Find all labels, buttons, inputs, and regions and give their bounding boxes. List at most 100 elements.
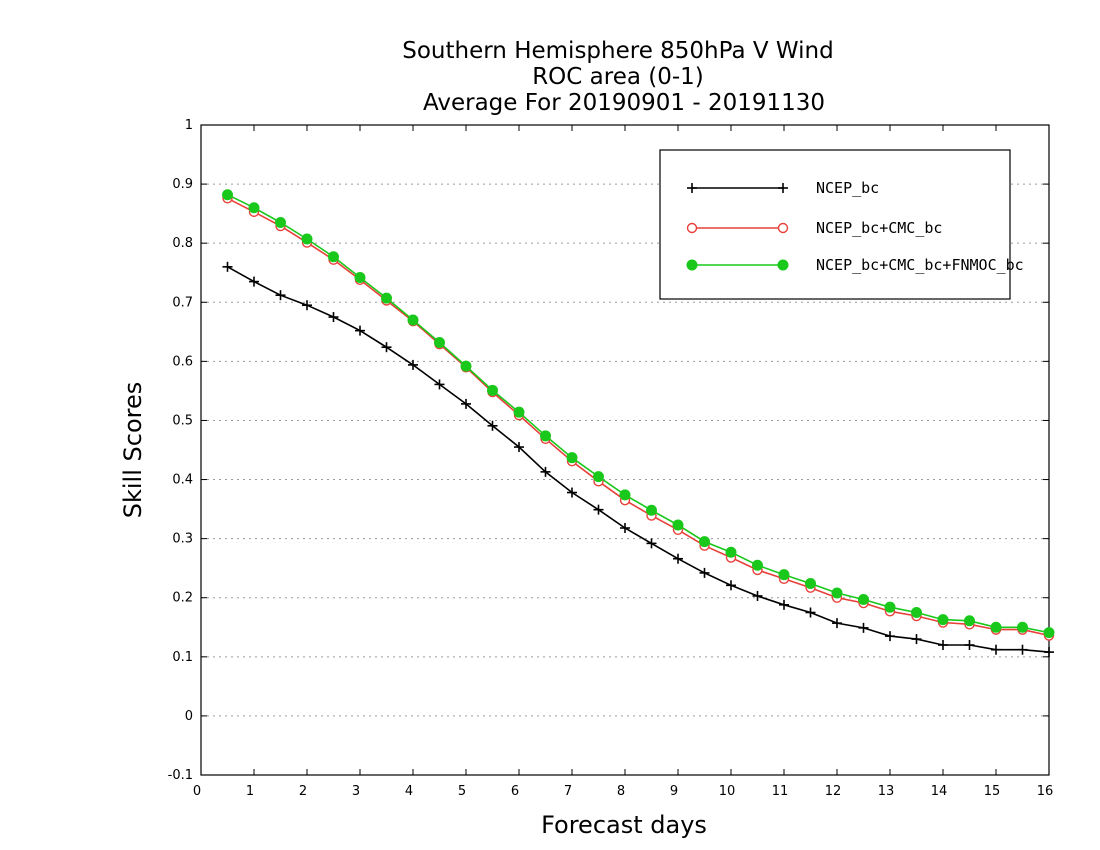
data-point — [487, 384, 498, 396]
x-tick-label: 10 — [719, 784, 736, 799]
y-tick-label: 0.2 — [172, 591, 193, 606]
legend-marker — [777, 259, 789, 271]
legend-marker — [687, 183, 697, 193]
legend-marker — [686, 259, 698, 271]
data-point — [567, 487, 577, 498]
legend-marker — [778, 183, 788, 193]
data-point — [222, 189, 233, 201]
y-tick-label: 0.4 — [172, 473, 193, 488]
x-tick-label: 9 — [670, 784, 678, 799]
data-point — [593, 471, 604, 483]
data-point — [249, 276, 259, 287]
data-point — [752, 559, 763, 571]
series-NCEP_bc — [222, 261, 1054, 658]
x-tick-label: 8 — [617, 784, 625, 799]
chart-title: Southern Hemisphere 850hPa V Wind ROC ar… — [402, 38, 833, 116]
data-point — [778, 569, 790, 581]
data-point — [752, 590, 763, 601]
data-point — [381, 342, 392, 353]
legend-box — [659, 149, 1011, 300]
x-tick-label: 1 — [246, 784, 254, 799]
data-point — [222, 261, 233, 272]
data-point — [1017, 644, 1028, 655]
data-point — [381, 292, 392, 304]
x-tick-label: 11 — [772, 784, 789, 799]
data-point — [991, 644, 1001, 655]
legend-label: NCEP_bc+CMC_bc — [816, 219, 942, 237]
data-point — [1043, 627, 1055, 639]
data-point — [964, 640, 975, 650]
data-point — [831, 587, 843, 599]
data-point — [566, 452, 578, 464]
data-point — [275, 290, 286, 301]
x-tick-label: 0 — [193, 784, 201, 799]
data-point — [832, 618, 842, 629]
data-point — [328, 312, 339, 323]
y-axis-label: Skill Scores — [119, 382, 147, 519]
data-point — [885, 631, 895, 642]
data-point — [513, 406, 525, 418]
x-tick-label: 12 — [825, 784, 842, 799]
legend-label: NCEP_bc+CMC_bc+FNMOC_bc — [816, 256, 1024, 274]
data-point — [911, 607, 922, 618]
y-tick-label: 1 — [185, 118, 193, 133]
data-point — [937, 614, 949, 626]
x-axis-label: Forecast days — [541, 811, 707, 839]
x-tick-label: 7 — [564, 784, 572, 799]
data-point — [355, 325, 365, 336]
y-axis: -0.1 0 0.1 0.2 0.3 0.4 0.5 0.6 0.7 0.8 0.9 1 — [168, 118, 1049, 783]
data-point — [619, 489, 631, 501]
y-tick-label: 0.3 — [172, 532, 193, 547]
title-line-1: Southern Hemisphere 850hPa V Wind — [402, 38, 833, 64]
legend-item: NCEP_bc+CMC_bc — [686, 219, 942, 237]
data-point — [407, 314, 419, 326]
data-point — [699, 567, 710, 578]
legend-item: NCEP_bc — [687, 179, 879, 197]
data-point — [593, 504, 604, 515]
data-point — [646, 504, 657, 516]
data-point — [673, 553, 683, 564]
data-point — [487, 420, 498, 431]
data-point — [302, 300, 312, 311]
x-axis: 0 1 2 3 4 5 6 7 8 9 10 11 12 13 14 15 16 — [193, 125, 1053, 799]
data-point — [911, 634, 922, 645]
x-tick-label: 15 — [984, 784, 1001, 799]
data-point — [620, 523, 630, 533]
y-tick-label: -0.1 — [168, 768, 193, 783]
title-line-3: Average For 20190901 - 20191130 — [423, 90, 825, 116]
data-point — [646, 538, 657, 549]
y-tick-label: 0 — [185, 709, 193, 724]
data-point — [1017, 621, 1028, 633]
data-point — [964, 615, 975, 627]
data-point — [540, 430, 551, 442]
y-tick-label: 0.9 — [172, 177, 193, 192]
data-point — [672, 519, 684, 531]
data-point — [354, 271, 366, 283]
x-tick-label: 16 — [1037, 784, 1054, 799]
series-layer — [222, 189, 1055, 658]
y-tick-label: 0.8 — [172, 236, 193, 251]
data-point — [540, 466, 551, 477]
series-NCEP_bc+CMC_bc+FNMOC_bc — [222, 189, 1055, 639]
data-point — [779, 599, 789, 610]
data-point — [514, 442, 524, 453]
data-point — [248, 202, 260, 214]
legend-label: NCEP_bc — [816, 179, 879, 197]
legend: NCEP_bc NCEP_bc+CMC_bc NCEP_bc+CMC_bc+FNMO… — [659, 149, 1024, 300]
legend-item: NCEP_bc+CMC_bc+FNMOC_bc — [686, 256, 1024, 274]
data-point — [460, 360, 472, 372]
x-tick-label: 14 — [931, 784, 948, 799]
x-tick-label: 6 — [511, 784, 519, 799]
series-line — [227, 266, 1050, 653]
data-point — [990, 621, 1002, 633]
data-point — [726, 580, 736, 591]
x-tick-label: 5 — [458, 784, 466, 799]
data-point — [434, 379, 445, 390]
data-point — [725, 546, 737, 558]
data-point — [275, 217, 286, 228]
data-point — [938, 640, 948, 650]
data-point — [805, 578, 816, 590]
data-point — [301, 233, 313, 245]
data-point — [1044, 647, 1054, 658]
data-point — [408, 359, 418, 370]
